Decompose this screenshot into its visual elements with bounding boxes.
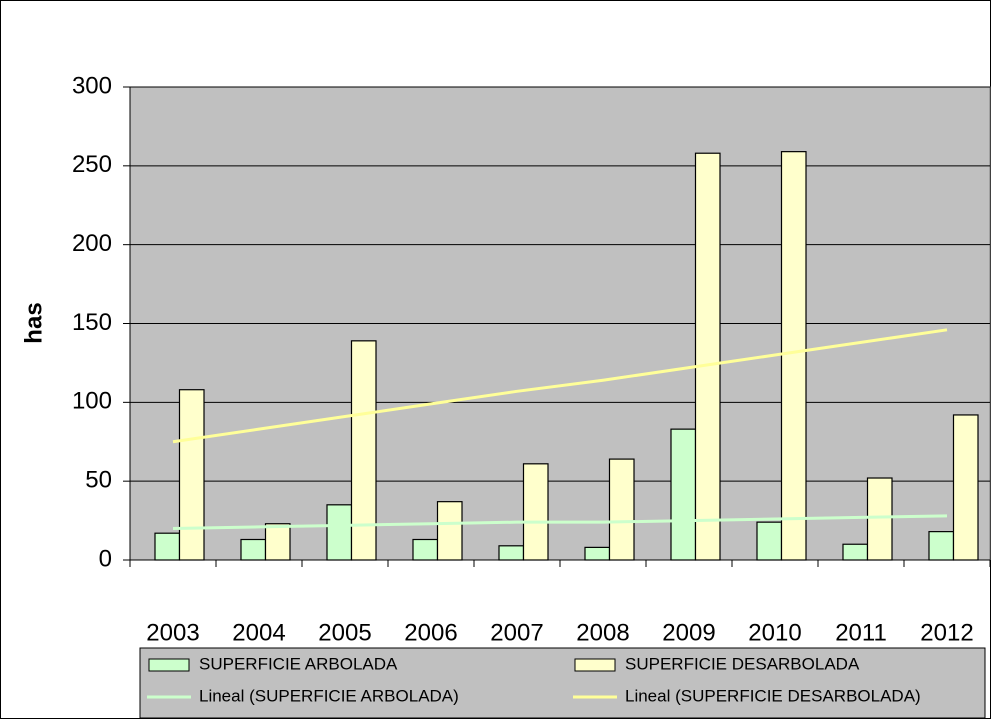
legend-label: SUPERFICIE ARBOLADA [199, 654, 398, 673]
bar [154, 532, 181, 561]
bar [670, 428, 697, 561]
bar [412, 538, 439, 561]
x-tick-label: 2006 [404, 619, 457, 646]
legend-swatch [574, 658, 616, 672]
bar [178, 389, 205, 561]
x-tick-label: 2003 [146, 619, 199, 646]
y-tick-label: 200 [72, 230, 112, 257]
y-tick-label: 250 [72, 151, 112, 178]
x-tick-label: 2004 [232, 619, 285, 646]
x-tick-label: 2009 [662, 619, 715, 646]
y-tick-label: 100 [72, 388, 112, 415]
bar [694, 152, 721, 561]
bar [952, 414, 979, 561]
legend [139, 647, 986, 719]
trend-line [172, 514, 948, 530]
x-tick-label: 2008 [576, 619, 629, 646]
bar [522, 463, 549, 561]
x-tick-label: 2005 [318, 619, 371, 646]
legend-label: Lineal (SUPERFICIE ARBOLADA) [199, 686, 459, 705]
y-tick-label: 300 [72, 72, 112, 99]
y-tick-label: 0 [99, 545, 112, 572]
legend-label: Lineal (SUPERFICIE DESARBOLADA) [625, 686, 921, 705]
y-axis-label: has [20, 302, 47, 343]
bar [842, 543, 869, 561]
bar [240, 538, 267, 561]
bar [350, 340, 377, 561]
bar [756, 521, 783, 561]
y-tick-label: 150 [72, 309, 112, 336]
bar [928, 531, 955, 561]
bar [498, 545, 525, 561]
x-tick-label: 2010 [748, 619, 801, 646]
x-tick-label: 2007 [490, 619, 543, 646]
bar [436, 501, 463, 561]
legend-label: SUPERFICIE DESARBOLADA [625, 654, 860, 673]
bar [608, 458, 635, 561]
bar [780, 151, 807, 561]
x-tick-label: 2012 [920, 619, 973, 646]
bar [326, 504, 353, 561]
y-tick-label: 50 [85, 467, 112, 494]
x-tick-label: 2011 [835, 619, 887, 646]
bar [866, 477, 893, 561]
legend-swatch [148, 658, 190, 672]
bar [264, 523, 291, 561]
bar [584, 546, 611, 561]
trend-line [172, 328, 948, 444]
